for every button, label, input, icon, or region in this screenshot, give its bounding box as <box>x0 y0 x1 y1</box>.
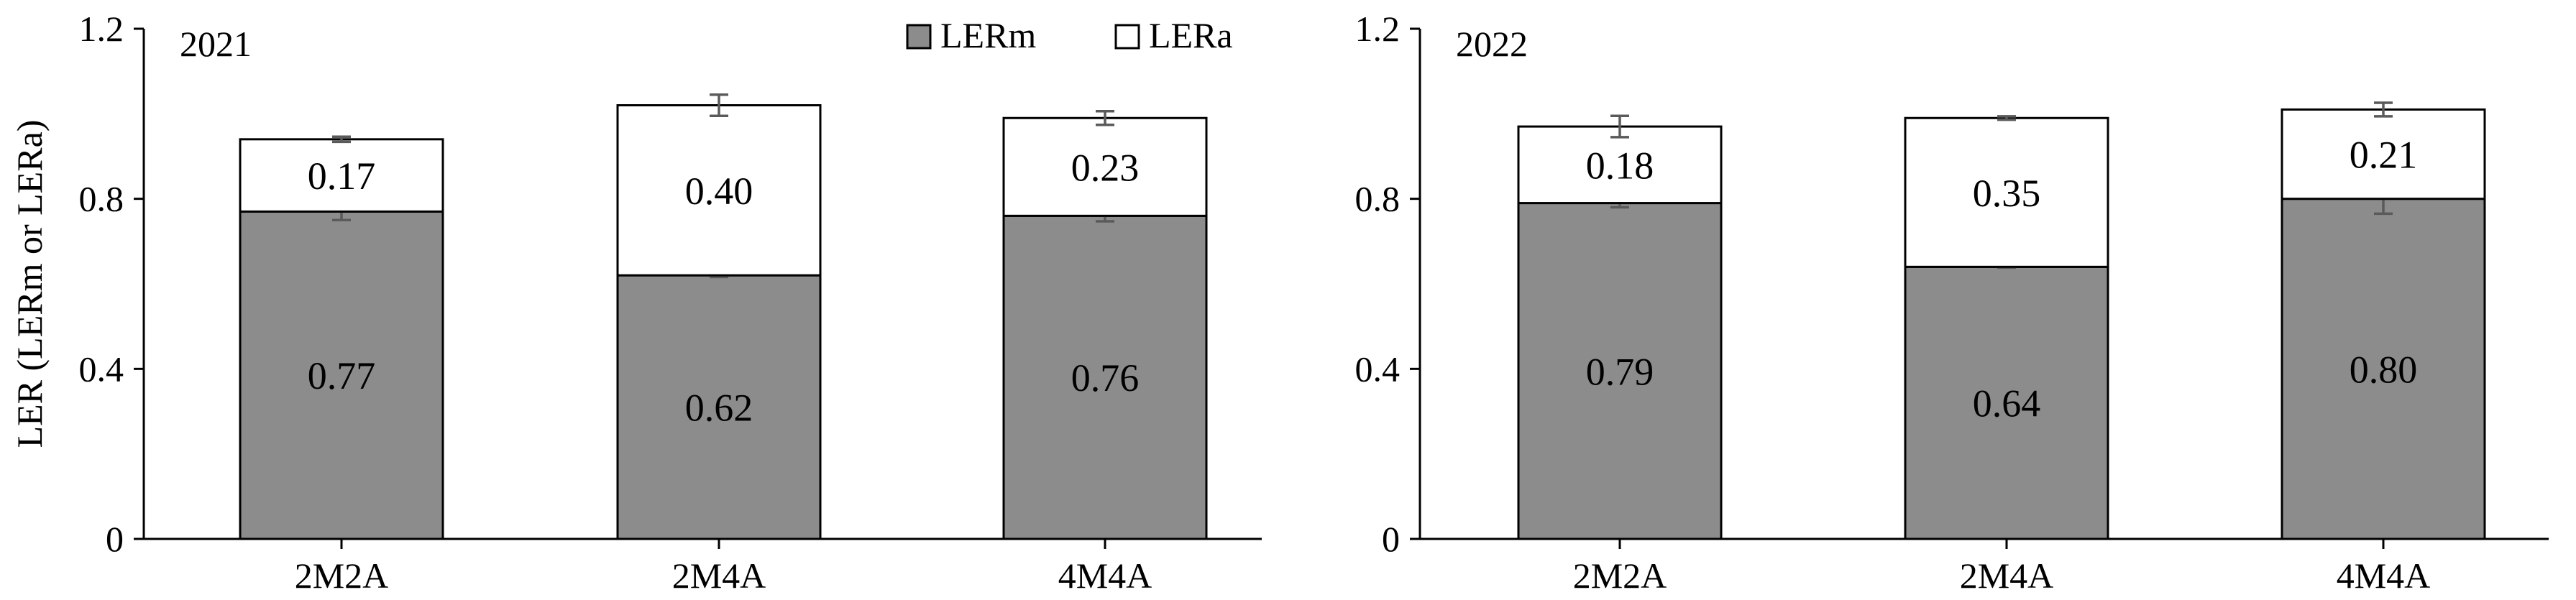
bar-segment-lera <box>1002 116 1208 217</box>
y-tick-label: 1.2 <box>1355 9 1401 49</box>
x-category-label: 2M4A <box>672 555 766 596</box>
bar-value-label: 0.76 <box>1071 356 1140 400</box>
y-axis-label: LER (LERm or LERa) <box>9 120 50 448</box>
error-bar <box>2374 101 2393 118</box>
legend-swatch-lera <box>1114 24 1140 50</box>
legend-label: LERa <box>1149 15 1233 55</box>
error-bar <box>1610 114 1629 139</box>
bar-value-label: 0.18 <box>1586 144 1654 187</box>
legend-swatch-lerm <box>906 24 932 50</box>
y-tick-label: 0 <box>106 519 124 559</box>
bar-segment-lerm <box>1002 214 1208 540</box>
bar-segment-lera <box>1517 125 1723 205</box>
bar-segment-lerm <box>1904 265 2109 540</box>
error-bar <box>332 135 351 144</box>
bar-value-label: 0.64 <box>1973 382 2041 425</box>
x-category-label: 4M4A <box>2337 555 2431 596</box>
bar-value-label: 0.23 <box>1071 146 1140 189</box>
x-category-label: 2M2A <box>1573 555 1667 596</box>
bar-value-label: 0.79 <box>1586 350 1654 393</box>
bar-value-label: 0.62 <box>685 387 753 430</box>
y-tick-label: 0.4 <box>79 349 124 389</box>
bar-segment-lera <box>1904 116 2109 268</box>
bar-value-label: 0.80 <box>2350 348 2418 391</box>
y-tick-label: 1.2 <box>79 9 124 49</box>
bar-segment-lerm <box>239 210 444 540</box>
y-tick-label: 0.8 <box>79 179 124 219</box>
y-tick-label: 0 <box>1382 519 1400 559</box>
bar-segment-lerm <box>616 274 822 540</box>
error-bar <box>710 93 728 118</box>
error-bar <box>1997 115 2016 121</box>
bar-value-label: 0.40 <box>685 170 753 213</box>
y-tick-label: 0.8 <box>1355 179 1401 219</box>
legend-label: LERm <box>940 15 1036 55</box>
bar-segment-lera <box>2281 108 2486 200</box>
bar-segment-lerm <box>1517 202 1723 540</box>
bar-value-label: 0.35 <box>1973 172 2041 215</box>
bar-segment-lerm <box>2281 198 2486 540</box>
panel-title: 2022 <box>1456 24 1528 64</box>
x-category-label: 4M4A <box>1058 555 1152 596</box>
bar-value-label: 0.21 <box>2350 134 2418 177</box>
bar-segment-lera <box>616 104 822 277</box>
x-category-label: 2M2A <box>295 555 389 596</box>
bar-value-label: 0.17 <box>308 154 376 198</box>
panel-title: 2021 <box>180 24 252 64</box>
bar-value-label: 0.77 <box>308 354 376 397</box>
error-bar <box>1096 110 1114 126</box>
x-category-label: 2M4A <box>1960 555 2054 596</box>
y-tick-label: 0.4 <box>1355 349 1401 389</box>
